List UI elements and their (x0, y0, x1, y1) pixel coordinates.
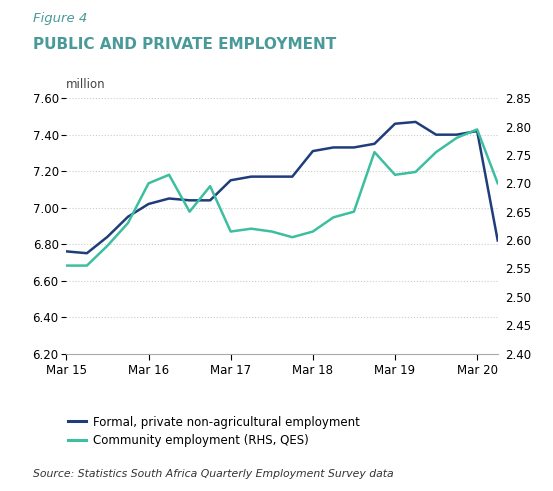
Text: PUBLIC AND PRIVATE EMPLOYMENT: PUBLIC AND PRIVATE EMPLOYMENT (33, 37, 336, 52)
Legend: Formal, private non-agricultural employment, Community employment (RHS, QES): Formal, private non-agricultural employm… (68, 415, 359, 447)
Text: Figure 4: Figure 4 (33, 12, 87, 25)
Text: million: million (66, 78, 106, 91)
Text: Source: Statistics South Africa Quarterly Employment Survey data: Source: Statistics South Africa Quarterl… (33, 469, 394, 479)
